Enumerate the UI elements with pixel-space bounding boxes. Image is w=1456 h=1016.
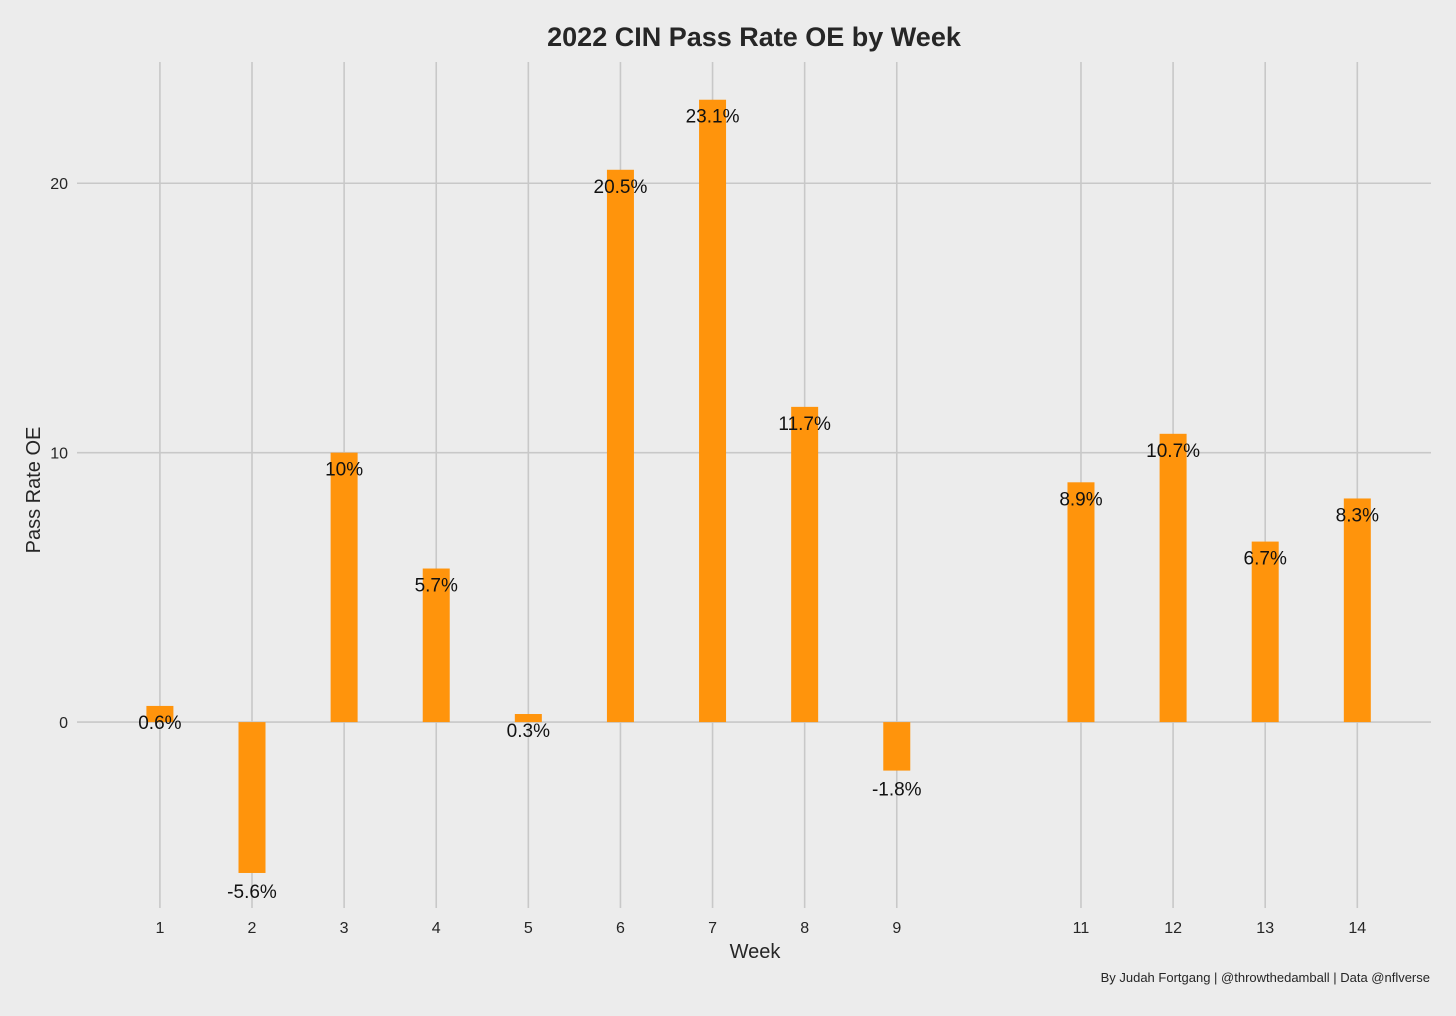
data-label: 5.7% (415, 576, 458, 597)
x-tick-label: 3 (340, 920, 349, 937)
bar (606, 169, 634, 723)
data-label: 20.5% (594, 177, 648, 198)
data-label: -5.6% (227, 882, 277, 903)
bar (1343, 498, 1371, 723)
data-label: -1.8% (872, 780, 922, 801)
y-tick-label: 10 (50, 446, 68, 463)
data-label: 10.7% (1146, 441, 1200, 462)
data-label-layer: 0.6% -5.6% 10% 5.7% 0.3% 20.5% 23.1% 11.7% -1.8%… (138, 107, 1379, 903)
chart-caption: By Judah Fortgang | @throwthedamball | D… (1101, 970, 1430, 985)
bar (699, 99, 727, 723)
data-label: 8.3% (1336, 505, 1379, 526)
y-tick-label: 20 (50, 176, 68, 193)
chart-title: 2022 CIN Pass Rate OE by Week (547, 22, 962, 52)
y-axis-label: Pass Rate OE (23, 427, 45, 554)
x-tick-label: 5 (524, 920, 533, 937)
bar (1159, 433, 1187, 723)
x-tick-label: 1 (155, 920, 164, 937)
bar (883, 722, 911, 771)
data-label: 23.1% (686, 107, 740, 128)
grid-layer (77, 62, 1431, 908)
data-label: 11.7% (778, 414, 831, 435)
x-tick-label: 8 (800, 920, 809, 937)
bar (146, 705, 174, 723)
x-tick-label: 13 (1256, 920, 1274, 937)
x-tick-label: 2 (248, 920, 257, 937)
x-tick-label: 9 (892, 920, 901, 937)
data-label: 6.7% (1244, 549, 1287, 570)
x-tick-label: 11 (1073, 920, 1090, 937)
bar (514, 714, 542, 723)
data-label: 0.3% (507, 721, 550, 742)
y-tick-label: 0 (59, 715, 68, 732)
x-tick-label: 7 (708, 920, 717, 937)
x-tick-label: 4 (432, 920, 441, 937)
x-tick-label: 6 (616, 920, 625, 937)
data-label: 8.9% (1059, 489, 1102, 510)
x-tick-label: 12 (1164, 920, 1182, 937)
bar (791, 406, 819, 723)
bar-layer (146, 99, 1371, 873)
bar (422, 568, 450, 723)
x-tick-label: 14 (1348, 920, 1366, 937)
bar (1067, 482, 1095, 723)
bar (1251, 541, 1279, 723)
bar (238, 722, 266, 873)
x-axis-label: Week (730, 941, 782, 963)
bar (330, 452, 358, 723)
data-label: 0.6% (138, 713, 181, 734)
data-label: 10% (325, 460, 363, 481)
